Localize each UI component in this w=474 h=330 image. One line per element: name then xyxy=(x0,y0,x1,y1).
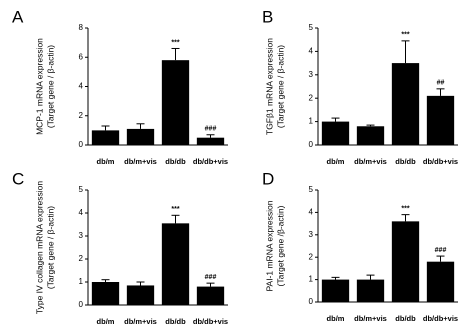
y-axis-label: MCP-1 mRNA expression xyxy=(34,38,44,135)
y-tick-label: 4 xyxy=(309,208,314,217)
y-axis-label: TGFβ1 mRNA expression xyxy=(264,38,274,135)
y-tick-label: 4 xyxy=(79,208,84,217)
y-tick-label: 5 xyxy=(79,185,84,194)
y-axis-label: (Target gene / β-actin) xyxy=(45,206,55,289)
x-tick-label: db/db xyxy=(395,314,416,323)
y-tick-label: 2 xyxy=(79,254,84,263)
x-tick-label: db/m+vis xyxy=(354,157,387,166)
y-tick-label: 1 xyxy=(309,117,314,126)
bar xyxy=(126,128,155,145)
y-tick-label: 0 xyxy=(309,140,314,149)
bar xyxy=(426,95,455,145)
x-tick-label: db/m+vis xyxy=(354,314,387,323)
annotation: ### xyxy=(435,247,447,254)
bar xyxy=(356,279,385,302)
annotation: ## xyxy=(437,80,445,87)
y-tick-label: 3 xyxy=(309,70,314,79)
panel-label: D xyxy=(262,169,274,188)
y-tick-label: 0 xyxy=(79,140,84,149)
x-tick-label: db/m xyxy=(97,317,115,326)
bar xyxy=(426,261,455,302)
panel-label: A xyxy=(12,7,24,26)
bar xyxy=(321,279,350,302)
x-tick-label: db/m xyxy=(327,314,345,323)
bar xyxy=(391,63,420,145)
x-tick-label: db/m xyxy=(327,157,345,166)
bar xyxy=(356,126,385,145)
annotation: *** xyxy=(401,205,409,212)
y-axis-label: (Target gene / β-actin) xyxy=(45,45,55,128)
x-tick-label: db/db+vis xyxy=(423,157,458,166)
y-tick-label: 5 xyxy=(309,23,314,32)
x-tick-label: db/m xyxy=(97,157,115,166)
annotation: *** xyxy=(401,32,409,39)
y-tick-label: 2 xyxy=(309,93,314,102)
panel-label: C xyxy=(12,169,24,188)
y-axis-label: (Target gene /β-actin) xyxy=(275,205,285,286)
y-tick-label: 5 xyxy=(309,185,314,194)
y-axis-label: (Target gene / β-actin) xyxy=(275,45,285,128)
annotation: ### xyxy=(205,274,217,281)
bar xyxy=(161,60,190,145)
bar xyxy=(391,221,420,302)
x-tick-label: db/m+vis xyxy=(124,157,157,166)
bar xyxy=(196,137,225,145)
y-tick-label: 4 xyxy=(79,82,84,91)
bar xyxy=(91,282,120,305)
bar xyxy=(196,286,225,305)
x-tick-label: db/db xyxy=(165,157,186,166)
y-tick-label: 3 xyxy=(309,230,314,239)
y-axis-label: PAI-1 mRNA expression xyxy=(264,200,274,291)
bar xyxy=(321,121,350,145)
x-tick-label: db/db+vis xyxy=(193,157,228,166)
annotation: ### xyxy=(205,126,217,133)
y-tick-label: 4 xyxy=(309,47,314,56)
x-tick-label: db/m+vis xyxy=(124,317,157,326)
y-tick-label: 6 xyxy=(79,52,84,61)
x-tick-label: db/db+vis xyxy=(193,317,228,326)
y-tick-label: 2 xyxy=(309,252,314,261)
x-tick-label: db/db xyxy=(395,157,416,166)
x-tick-label: db/db+vis xyxy=(423,314,458,323)
annotation: *** xyxy=(171,206,179,213)
panel-label: B xyxy=(262,7,273,26)
y-tick-label: 0 xyxy=(79,300,84,309)
annotation: *** xyxy=(171,39,179,46)
y-tick-label: 1 xyxy=(309,275,314,284)
y-tick-label: 2 xyxy=(79,111,84,120)
y-tick-label: 0 xyxy=(309,297,314,306)
y-tick-label: 1 xyxy=(79,277,84,286)
bar xyxy=(161,223,190,305)
x-tick-label: db/db xyxy=(165,317,186,326)
bar xyxy=(91,130,120,145)
bar xyxy=(126,285,155,305)
y-axis-label: Type IV collagen mRNA expression xyxy=(34,181,44,315)
y-tick-label: 8 xyxy=(79,23,84,32)
y-tick-label: 3 xyxy=(79,231,84,240)
